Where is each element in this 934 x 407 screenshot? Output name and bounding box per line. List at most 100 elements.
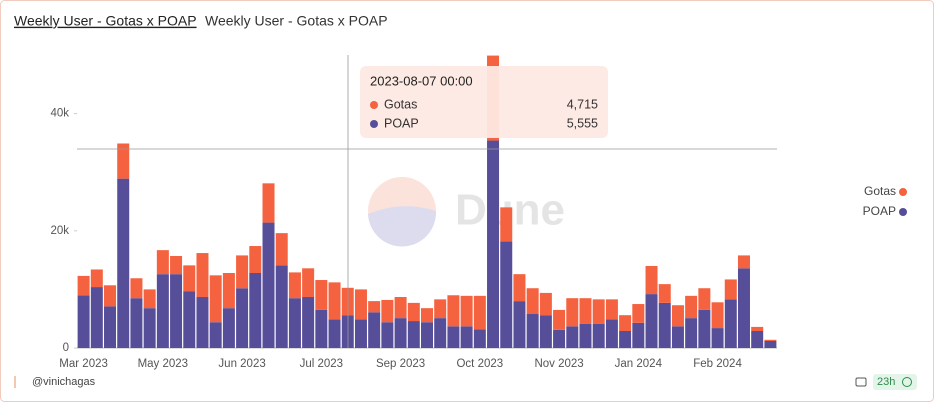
bar-segment: [236, 255, 249, 289]
tooltip-name: POAP: [384, 116, 419, 130]
x-tick-label: May 2023: [138, 358, 189, 370]
x-tick-label: Oct 2023: [456, 358, 503, 370]
bar-segment: [183, 265, 196, 292]
bar-segment: [434, 299, 447, 319]
bar-segment: [513, 301, 526, 348]
bar-segment: [170, 255, 183, 275]
bar-segment: [156, 250, 169, 275]
bar-segment: [90, 269, 103, 288]
tooltip-name: Gotas: [384, 97, 417, 111]
bar-segment: [460, 295, 473, 327]
bar-segment: [619, 315, 632, 332]
bar-segment: [368, 301, 381, 313]
bar-segment: [685, 318, 698, 348]
y-tick-label: 40k: [50, 108, 69, 120]
footer-author[interactable]: @vinichagas: [32, 376, 96, 388]
bar-segment: [394, 318, 407, 348]
bar-segment: [130, 298, 143, 348]
bar-segment: [619, 331, 632, 348]
tooltip-value: 5,555: [567, 116, 598, 130]
chart-subtitle: Weekly User - Gotas x POAP: [205, 13, 388, 29]
bar-segment: [196, 253, 209, 298]
tooltip-swatch: [370, 101, 378, 109]
y-tick-label: 0: [63, 342, 69, 354]
bar-segment: [420, 322, 434, 348]
bar-segment: [698, 288, 711, 310]
bar-segment: [117, 143, 130, 179]
tooltip-value: 4,715: [567, 97, 598, 111]
bar-segment: [671, 305, 684, 327]
bar-segment: [685, 295, 698, 319]
bar-segment: [737, 268, 750, 348]
bar-segment: [381, 322, 394, 348]
bar-segment: [249, 246, 262, 273]
bar-segment: [394, 297, 407, 319]
bar-segment: [553, 309, 566, 330]
bar-segment: [209, 275, 222, 323]
bar-segment: [592, 323, 605, 348]
bar-segment: [143, 308, 156, 348]
footer-avatar: [14, 376, 16, 388]
bar-segment: [381, 299, 394, 323]
bar-segment: [315, 309, 328, 348]
legend-label: POAP: [863, 204, 896, 218]
tooltip: 2023-08-07 00:00 Gotas 4,715 POAP 5,555: [360, 66, 608, 138]
bar-segment: [222, 272, 235, 309]
tooltip-title: 2023-08-07 00:00: [370, 73, 473, 88]
bar-segment: [645, 265, 658, 295]
bar-segment: [170, 274, 183, 348]
bar-segment: [487, 140, 500, 348]
legend-swatch: [899, 208, 907, 216]
bar-segment: [77, 295, 90, 348]
bar-segment: [90, 287, 103, 348]
legend-swatch: [899, 188, 907, 196]
bar-segment: [447, 326, 460, 348]
bar-segment: [579, 298, 592, 324]
y-tick-label: 20k: [50, 225, 69, 237]
bar-segment: [354, 319, 367, 348]
bar-segment: [500, 207, 513, 242]
bar-segment: [645, 294, 658, 348]
tooltip-swatch: [370, 120, 378, 128]
bar-segment: [605, 299, 618, 320]
bar-segment: [288, 272, 301, 299]
bar-segment: [236, 288, 249, 348]
bar-segment: [632, 322, 645, 348]
chart-title[interactable]: Weekly User - Gotas x POAP: [14, 13, 197, 29]
bar-segment: [434, 318, 447, 348]
bar-segment: [407, 302, 420, 322]
legend-label: Gotas: [864, 184, 896, 198]
x-tick-label: Nov 2023: [534, 358, 583, 370]
bar-segment: [302, 297, 315, 348]
bar-segment: [354, 289, 367, 320]
bar-segment: [500, 241, 513, 348]
bar-segment: [473, 329, 486, 348]
bar-segment: [671, 326, 684, 348]
bar-segment: [605, 319, 618, 348]
x-tick-label: Sep 2023: [376, 358, 425, 370]
bar-segment: [328, 319, 341, 348]
bar-segment: [632, 304, 645, 323]
bar-segment: [104, 285, 117, 307]
bar-segment: [262, 222, 275, 348]
bar-segment: [196, 297, 209, 348]
x-tick-label: Jul 2023: [300, 358, 343, 370]
bar-segment: [249, 272, 262, 348]
bar-segment: [764, 339, 777, 341]
bar-segment: [539, 315, 552, 348]
bar-segment: [711, 302, 724, 329]
bar-segment: [262, 183, 275, 223]
watermark-logo-part: [368, 206, 437, 247]
bar-segment: [592, 299, 605, 324]
x-tick-label: Mar 2023: [59, 358, 108, 370]
bar-segment: [315, 280, 328, 310]
bar-segment: [420, 308, 434, 323]
bar-segment: [143, 289, 156, 309]
bar-segment: [130, 278, 143, 299]
bar-segment: [566, 298, 579, 327]
bar-segment: [539, 292, 552, 316]
camera-icon[interactable]: [855, 377, 867, 387]
bar-segment: [407, 321, 420, 348]
bar-segment: [764, 340, 777, 348]
